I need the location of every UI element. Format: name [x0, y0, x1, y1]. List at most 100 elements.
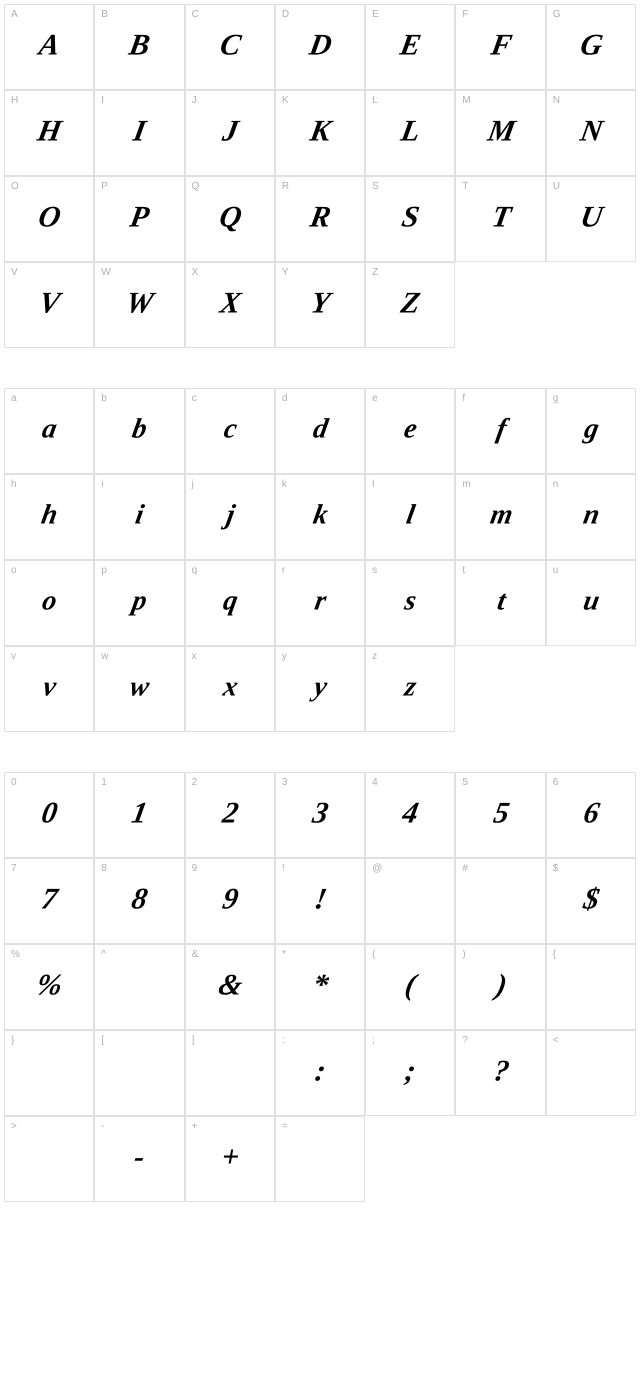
cell-label: $ [553, 863, 559, 874]
cell-label: t [462, 565, 465, 576]
glyph-cell: DD [275, 4, 365, 90]
glyph-cell: 99 [185, 858, 275, 944]
glyph-cell: rr [275, 560, 365, 646]
cell-glyph: m [487, 499, 513, 531]
cell-label: n [553, 479, 559, 490]
cell-glyph: ( [403, 968, 418, 1002]
cell-label: c [192, 393, 197, 404]
cell-glyph: o [40, 585, 59, 617]
glyph-cell: ++ [185, 1116, 275, 1202]
cell-label: A [11, 9, 18, 20]
cell-glyph: t [494, 585, 506, 617]
symbols-grid: 00112233445566778899!!@#$$%%^&&**(()){}[… [4, 772, 636, 1202]
glyph-cell: mm [455, 474, 545, 560]
cell-label: e [372, 393, 378, 404]
glyph-cell: > [4, 1116, 94, 1202]
cell-glyph: + [219, 1140, 241, 1174]
cell-glyph: - [132, 1140, 147, 1174]
cell-glyph: v [41, 671, 58, 703]
cell-label: & [192, 949, 199, 960]
cell-glyph: O [36, 200, 63, 234]
cell-label: - [101, 1121, 104, 1132]
cell-glyph: y [311, 671, 328, 703]
cell-label: ) [462, 949, 465, 960]
cell-glyph: D [307, 28, 334, 62]
glyph-cell: jj [185, 474, 275, 560]
glyph-cell: 55 [455, 772, 545, 858]
cell-label: G [553, 9, 561, 20]
cell-glyph: 9 [220, 882, 240, 916]
cell-label: ] [192, 1035, 195, 1046]
glyph-cell: SS [365, 176, 455, 262]
glyph-cell: vv [4, 646, 94, 732]
cell-glyph: R [307, 200, 332, 234]
cell-label: < [553, 1035, 559, 1046]
cell-label: v [11, 651, 16, 662]
glyph-cell: kk [275, 474, 365, 560]
cell-label: : [282, 1035, 285, 1046]
cell-glyph: 2 [220, 796, 240, 830]
cell-label: a [11, 393, 17, 404]
cell-label: 2 [192, 777, 198, 788]
cell-label: @ [372, 863, 382, 874]
cell-glyph: Z [399, 286, 422, 320]
glyph-cell: ZZ [365, 262, 455, 348]
cell-label: L [372, 95, 378, 106]
glyph-cell: # [455, 858, 545, 944]
cell-glyph: c [221, 413, 238, 445]
glyph-cell: @ [365, 858, 455, 944]
glyph-cell: GG [546, 4, 636, 90]
cell-glyph: Y [308, 286, 331, 320]
glyph-cell: :: [275, 1030, 365, 1116]
cell-glyph: g [582, 413, 601, 445]
cell-label: w [101, 651, 108, 662]
glyph-cell: ii [94, 474, 184, 560]
glyph-cell: ** [275, 944, 365, 1030]
lowercase-grid: aabbccddeeffgghhiijjkkllmmnnooppqqrrsstt… [4, 388, 636, 732]
cell-label: M [462, 95, 470, 106]
cell-glyph: P [128, 200, 151, 234]
glyph-cell: %% [4, 944, 94, 1030]
cell-glyph: E [398, 28, 423, 62]
cell-glyph: n [581, 499, 601, 531]
cell-label: d [282, 393, 288, 404]
glyph-cell: 77 [4, 858, 94, 944]
cell-label: ( [372, 949, 375, 960]
cell-label: I [101, 95, 104, 106]
cell-glyph: * [310, 968, 330, 1002]
cell-label: Z [372, 267, 378, 278]
cell-label: P [101, 181, 108, 192]
cell-label: U [553, 181, 560, 192]
glyph-cell: qq [185, 560, 275, 646]
cell-glyph: k [311, 499, 330, 531]
glyph-cell: ss [365, 560, 455, 646]
cell-label: V [11, 267, 18, 278]
cell-glyph: Q [216, 200, 243, 234]
cell-label: W [101, 267, 110, 278]
glyph-cell: ww [94, 646, 184, 732]
cell-label: N [553, 95, 560, 106]
glyph-cell: MM [455, 90, 545, 176]
cell-glyph: 5 [491, 796, 511, 830]
glyph-cell: QQ [185, 176, 275, 262]
glyph-cell: KK [275, 90, 365, 176]
cell-label: 8 [101, 863, 107, 874]
cell-label: } [11, 1035, 14, 1046]
cell-glyph: U [578, 200, 605, 234]
glyph-cell: uu [546, 560, 636, 646]
glyph-cell: && [185, 944, 275, 1030]
uppercase-section: AABBCCDDEEFFGGHHIIJJKKLLMMNNOOPPQQRRSSTT… [4, 4, 636, 348]
cell-label: 6 [553, 777, 559, 788]
cell-glyph: w [128, 671, 151, 703]
cell-label: i [101, 479, 103, 490]
cell-label: = [282, 1121, 288, 1132]
glyph-cell: AA [4, 4, 94, 90]
cell-label: 9 [192, 863, 198, 874]
glyph-cell: 11 [94, 772, 184, 858]
glyph-cell: BB [94, 4, 184, 90]
cell-label: F [462, 9, 468, 20]
cell-label: ! [282, 863, 285, 874]
glyph-cell: ff [455, 388, 545, 474]
cell-label: % [11, 949, 20, 960]
cell-label: Y [282, 267, 289, 278]
